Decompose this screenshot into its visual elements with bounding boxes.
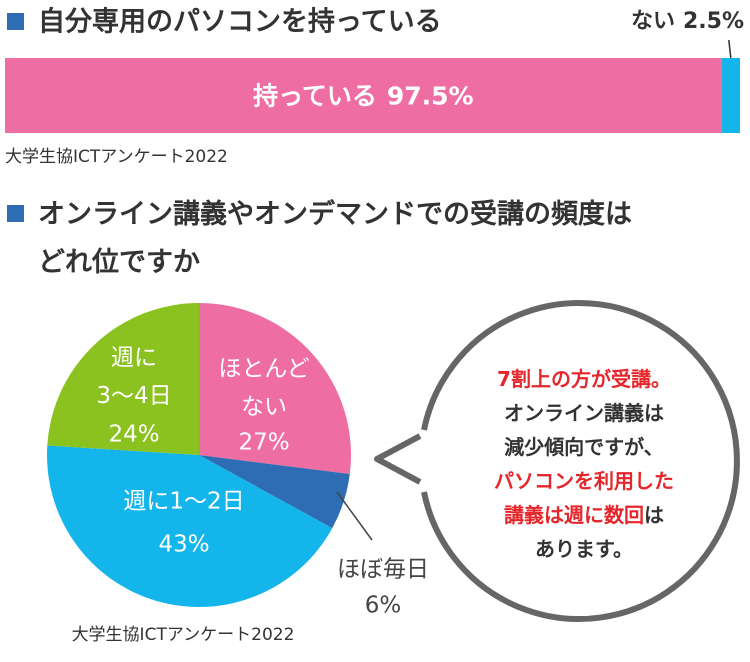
leader-line	[336, 491, 373, 541]
slice-label: ほとんどない	[218, 356, 309, 420]
callout-segment: あります。	[535, 537, 633, 561]
value-label: 97.5%	[387, 82, 474, 111]
callout-text: 講義は週に数回は	[504, 503, 664, 527]
bar-label: 持っている 97.5%	[253, 82, 474, 111]
callout-segment: は	[644, 503, 664, 527]
series-name: ない	[631, 9, 675, 34]
value-label: 43%	[158, 532, 209, 558]
callout-segment: 7割上の方が受講。	[497, 367, 671, 391]
callout-segment: 講義は週に数回	[504, 503, 644, 527]
title-bullet	[7, 13, 24, 30]
value-label: 24%	[108, 422, 159, 448]
pie-slice	[47, 303, 199, 455]
callout-text: パソコンを利用した	[494, 469, 674, 493]
value-label: 27%	[238, 430, 289, 456]
bar-segment	[5, 58, 722, 133]
slice-label: 週に 3〜4日	[96, 345, 171, 409]
callout-segment: パソコンを利用した	[494, 469, 674, 493]
source: 大学生協ICTアンケート2022	[72, 625, 295, 645]
slice-label: 週に1〜2日	[123, 489, 244, 515]
callout-segment: 減少傾向ですが、	[504, 435, 664, 459]
callout-segment: オンライン講義は	[504, 401, 664, 425]
series-name: 持っている	[253, 82, 377, 111]
callout-text: あります。	[535, 537, 633, 561]
value-label: 6%	[365, 593, 402, 619]
chart-title: 自分専用のパソコンを持っている	[38, 6, 442, 38]
source: 大学生協ICTアンケート2022	[5, 147, 228, 167]
pie-slice	[47, 445, 333, 607]
leader-line	[728, 39, 732, 59]
pie-slice	[199, 303, 351, 475]
callout-bubble	[421, 300, 740, 622]
value-label: 2.5%	[683, 9, 744, 34]
callout-text: 7割上の方が受講。	[497, 367, 671, 391]
slice-label: ほぼ毎日	[337, 557, 429, 583]
callout-pointer	[374, 433, 422, 485]
title-bullet	[7, 205, 24, 222]
bar-label: ない 2.5%	[631, 9, 744, 34]
chart-title: オンライン講義やオンデマンドでの受講の頻度はどれ位ですか	[38, 198, 632, 278]
bar-segment	[721, 58, 740, 133]
callout-text: オンライン講義は	[504, 401, 664, 425]
pie-slice	[199, 455, 350, 529]
callout-text: 減少傾向ですが、	[504, 435, 664, 459]
